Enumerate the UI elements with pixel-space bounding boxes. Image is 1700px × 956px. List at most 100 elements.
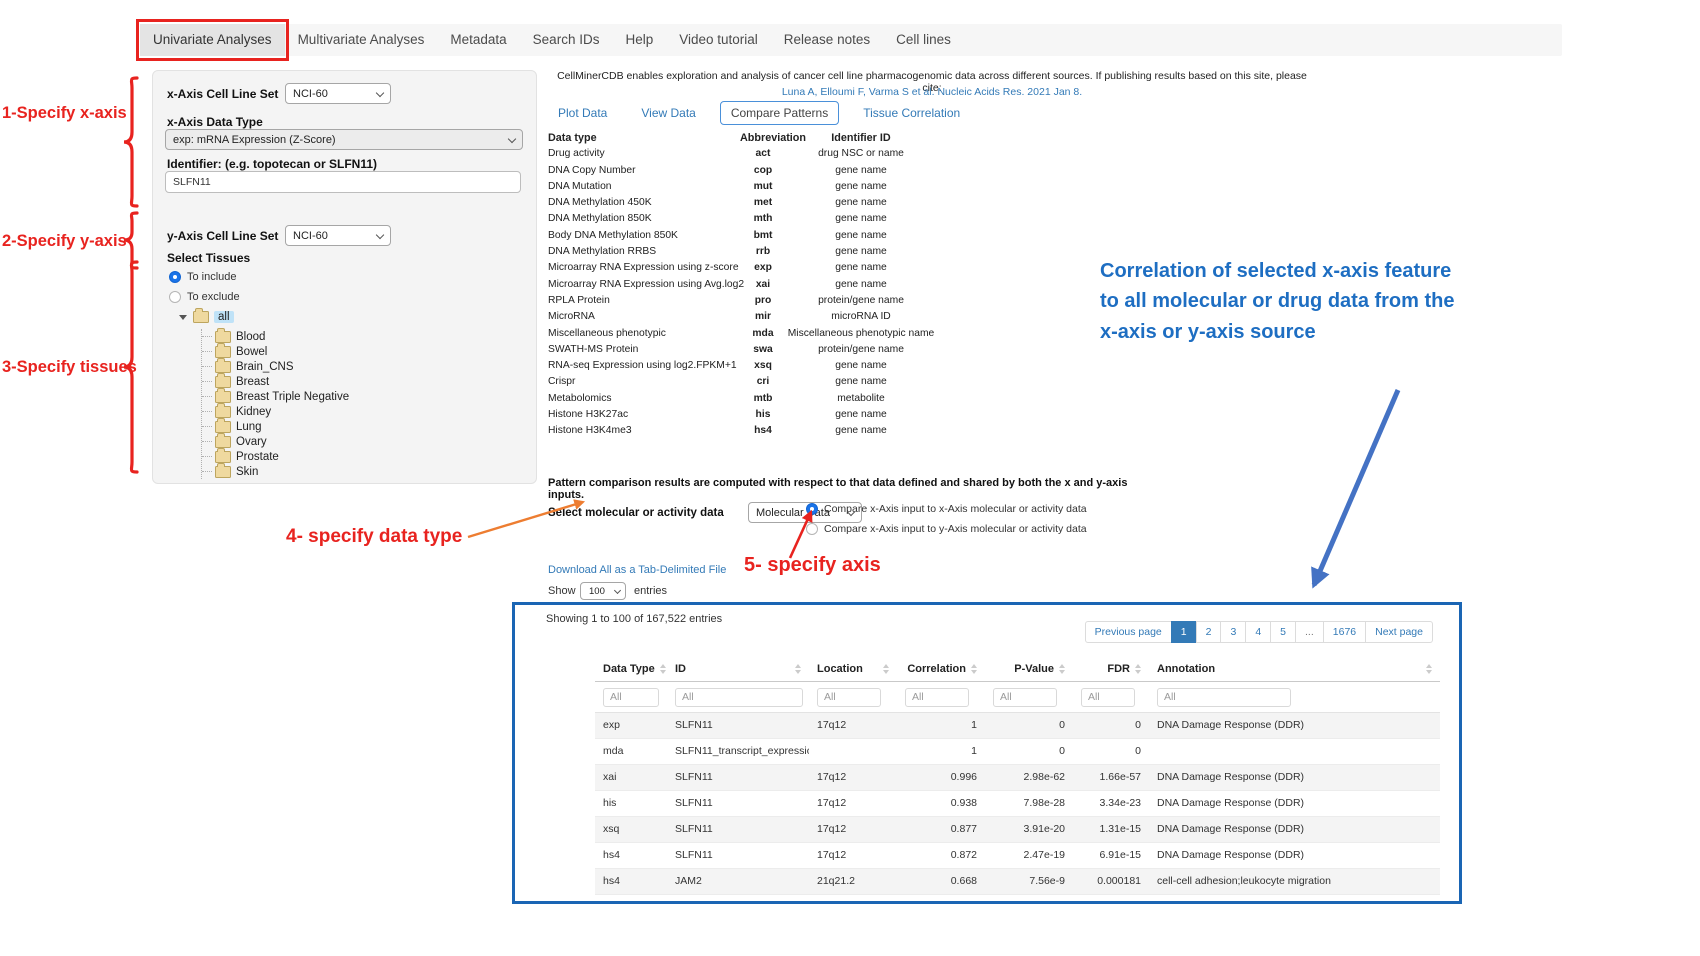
folder-icon [215,387,231,403]
sort-header-correlation[interactable]: Correlation [897,657,985,681]
tissue-node-ovary[interactable]: Ovary [202,432,349,449]
filter-input-fdr[interactable] [1081,687,1135,707]
sort-icon[interactable] [795,664,801,674]
filter-input-id[interactable] [675,687,803,707]
sort-icon[interactable] [971,664,977,674]
y-axis-cell-line-set-label: y-Axis Cell Line Set [167,229,279,243]
sort-icon[interactable] [1135,664,1141,674]
tissue-node-blood[interactable]: Blood [202,327,349,344]
show-entries-value: 100 [589,585,605,597]
tissue-node-skin[interactable]: Skin [202,462,349,479]
citation-reference-link[interactable]: Luna A, Elloumi F, Varma S et al. Nuclei… [781,86,1083,98]
datatype-name: Histone H3K4me3 [548,425,632,437]
tissue-node-label: Prostate [236,450,279,463]
nav-item-multivariate-analyses[interactable]: Multivariate Analyses [297,32,425,47]
entries-label: entries [634,585,668,597]
column-header-label: Correlation [907,663,966,675]
sort-header-id[interactable]: ID [667,657,809,681]
to-exclude-radio[interactable] [169,291,181,303]
tissue-node-label: Lung [236,420,262,433]
tab-view-data[interactable]: View Data [641,106,696,120]
tab-plot-data[interactable]: Plot Data [558,106,608,120]
sort-header-fdr[interactable]: FDR [1073,657,1149,681]
datatype-identifier: gene name [835,197,887,209]
compare-y-axis-radio[interactable] [806,523,818,535]
brace-step1 [123,76,139,208]
filter-input-location[interactable] [817,687,881,707]
x-axis-data-type-label: x-Axis Data Type [167,115,263,129]
nav-item-cell-lines[interactable]: Cell lines [896,32,951,47]
datatype-identifier: gene name [835,213,887,225]
datatype-abbr: cri [756,376,770,388]
tissue-root-label[interactable]: all [214,311,234,323]
datatype-abbr: mth [753,213,773,225]
tissue-node-prostate[interactable]: Prostate [202,447,349,464]
compare-x-axis-radio[interactable] [806,503,818,515]
y-axis-cell-line-set-value: NCI-60 [293,229,328,242]
sort-icon[interactable] [883,664,889,674]
compare-x-axis-option[interactable]: Compare x-Axis input to x-Axis molecular… [806,503,1087,515]
tissue-node-label: Kidney [236,405,272,418]
tree-expand-icon[interactable] [179,314,187,320]
x-axis-cell-line-set-select[interactable]: NCI-60 [285,83,391,104]
tissue-node-lung[interactable]: Lung [202,417,349,434]
sort-header-annotation[interactable]: Annotation [1149,657,1440,681]
filter-input-annotation[interactable] [1157,687,1291,707]
nav-item-univariate-analyses[interactable]: Univariate Analyses [136,19,289,61]
page-button-1676[interactable]: 1676 [1322,621,1367,643]
sort-icon[interactable] [1059,664,1065,674]
table-row: xsq SLFN11 17q12 0.877 3.91e-20 1.31e-15 DNA D… [595,816,1440,843]
filter-input-p-value[interactable] [993,687,1057,707]
tissue-node-label: Brain_CNS [236,360,294,373]
page-button-4[interactable]: 4 [1245,621,1272,643]
datatype-identifier: gene name [835,164,887,176]
nav-item-release-notes[interactable]: Release notes [783,32,871,47]
tissue-tree-root[interactable]: all [179,308,234,323]
table-row: his SLFN11 17q12 0.938 7.98e-28 3.34e-23 DNA D… [595,791,1440,817]
sort-header-data-type[interactable]: Data Type [595,657,667,681]
page-button-ellipsis[interactable]: ... [1295,621,1324,643]
x-axis-data-type-select[interactable]: exp: mRNA Expression (Z-Score) [165,129,523,150]
datatype-identifier: gene name [835,278,887,290]
tissue-node-brain-cns[interactable]: Brain_CNS [202,357,349,374]
datatype-identifier: gene name [835,360,887,372]
nav-item-help[interactable]: Help [625,32,654,47]
sort-header-p-value[interactable]: P-Value [985,657,1073,681]
citation-intro: CellMinerCDB enables exploration and ana… [557,70,1307,94]
nav-item-search-ids[interactable]: Search IDs [532,32,600,47]
tab-tissue-correlation[interactable]: Tissue Correlation [863,106,961,120]
sort-icon[interactable] [659,664,666,674]
tissue-node-breast-triple-negative[interactable]: Breast Triple Negative [202,387,349,404]
annotation-step4: 4- specify data type [286,526,463,547]
nav-item-video-tutorial[interactable]: Video tutorial [679,32,758,47]
top-nav: Univariate Analyses Multivariate Analyses… [136,19,1562,61]
page-button-5[interactable]: 5 [1270,621,1296,643]
tissue-node-breast[interactable]: Breast [202,372,349,389]
nav-item-metadata[interactable]: Metadata [450,32,507,47]
page-button-3[interactable]: 3 [1220,621,1247,643]
compare-y-axis-label: Compare x-Axis input to y-Axis molecular… [824,523,1087,535]
page-button-2[interactable]: 2 [1195,621,1222,643]
next-page-button[interactable]: Next page [1365,621,1433,643]
tissue-node-kidney[interactable]: Kidney [202,402,349,419]
select-tissues-label: Select Tissues [167,251,251,265]
sort-icon[interactable] [1426,664,1432,674]
previous-page-button[interactable]: Previous page [1084,621,1172,643]
show-entries-select[interactable]: 100 [580,582,626,600]
to-include-radio[interactable] [169,271,181,283]
compare-y-axis-option[interactable]: Compare x-Axis input to y-Axis molecular… [806,523,1087,535]
y-axis-cell-line-set-select[interactable]: NCI-60 [285,225,391,246]
datatype-identifier: microRNA ID [831,311,891,323]
datatype-abbr: hs4 [754,425,772,437]
filter-input-correlation[interactable] [905,687,969,707]
page-button-1[interactable]: 1 [1170,621,1197,643]
to-exclude-option[interactable]: To exclude [169,291,240,303]
sort-header-location[interactable]: Location [809,657,897,681]
download-tab-delimited-link[interactable]: Download All as a Tab-Delimited File [548,564,727,576]
tissue-node-bowel[interactable]: Bowel [202,342,349,359]
filter-input-data-type[interactable] [603,687,659,707]
tab-compare-patterns[interactable]: Compare Patterns [719,101,840,125]
analysis-settings-panel: x-Axis Cell Line Set NCI-60 x-Axis Data … [152,70,537,484]
identifier-input[interactable] [165,171,521,193]
to-include-option[interactable]: To include [169,271,237,283]
